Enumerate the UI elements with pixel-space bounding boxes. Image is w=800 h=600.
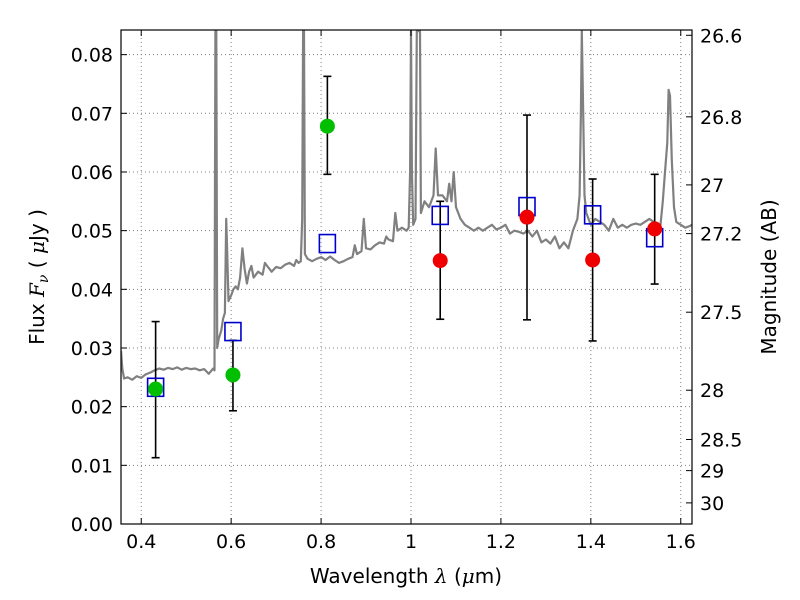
- x-tick-label: 1.6: [666, 531, 696, 553]
- magnitude-tick-label: 26.6: [700, 25, 742, 47]
- observed-point-red: [585, 252, 601, 268]
- model-photometry-marker: [431, 205, 450, 226]
- y-tick-label: 0.04: [71, 279, 113, 301]
- spectrum-line: [121, 30, 692, 381]
- observed-point-red: [432, 253, 448, 269]
- x-tick-label: 1.2: [486, 531, 516, 553]
- observed-point-green: [148, 381, 164, 397]
- model-photometry-marker: [318, 233, 337, 254]
- y-axis-label-right: Magnitude (AB): [757, 199, 781, 354]
- x-axis-label: Wavelength λ (μm): [310, 564, 502, 588]
- y-tick-label: 0.08: [71, 45, 113, 67]
- y-axis-label-left: Flux Fν ( μJy ): [25, 209, 52, 345]
- y-tick-label: 0.07: [71, 103, 113, 125]
- magnitude-tick-label: 27.5: [700, 302, 742, 324]
- y-tick-label: 0.00: [71, 514, 113, 536]
- magnitude-tick-label: 26.8: [700, 107, 742, 129]
- magnitude-tick-label: 30: [700, 493, 724, 515]
- plot-background: [121, 30, 692, 524]
- x-tick-label: 0.6: [216, 531, 246, 553]
- x-tick-label: 0.8: [306, 531, 336, 553]
- y-tick-label: 0.02: [71, 397, 113, 419]
- observed-point-green: [319, 118, 335, 134]
- y-tick-label: 0.03: [71, 338, 113, 360]
- observed-point-red: [519, 209, 535, 225]
- magnitude-tick-label: 27.2: [700, 224, 742, 246]
- x-tick-label: 1.4: [576, 531, 606, 553]
- plot-area: [121, 30, 692, 459]
- y-tick-label: 0.05: [71, 221, 113, 243]
- axis-ticks: 0.4 0.6 0.8 1 1.2 1.4 1.6 0.00 0.01 0.02 0.03 0.04 0…: [71, 25, 743, 553]
- magnitude-tick-label: 28: [700, 380, 724, 402]
- model-photometry-marker: [224, 321, 242, 342]
- x-tick-label: 1: [405, 531, 417, 553]
- y-tick-label: 0.01: [71, 455, 113, 477]
- model-photometry-marker: [583, 205, 602, 225]
- observed-point-red: [647, 221, 663, 237]
- magnitude-tick-label: 28.5: [700, 430, 742, 452]
- magnitude-tick-label: 27: [700, 175, 724, 197]
- y-tick-label: 0.06: [71, 162, 113, 184]
- observed-point-green: [225, 367, 241, 383]
- magnitude-tick-label: 29: [700, 461, 724, 483]
- x-tick-label: 0.4: [126, 531, 156, 553]
- plot-frame: [120, 29, 693, 525]
